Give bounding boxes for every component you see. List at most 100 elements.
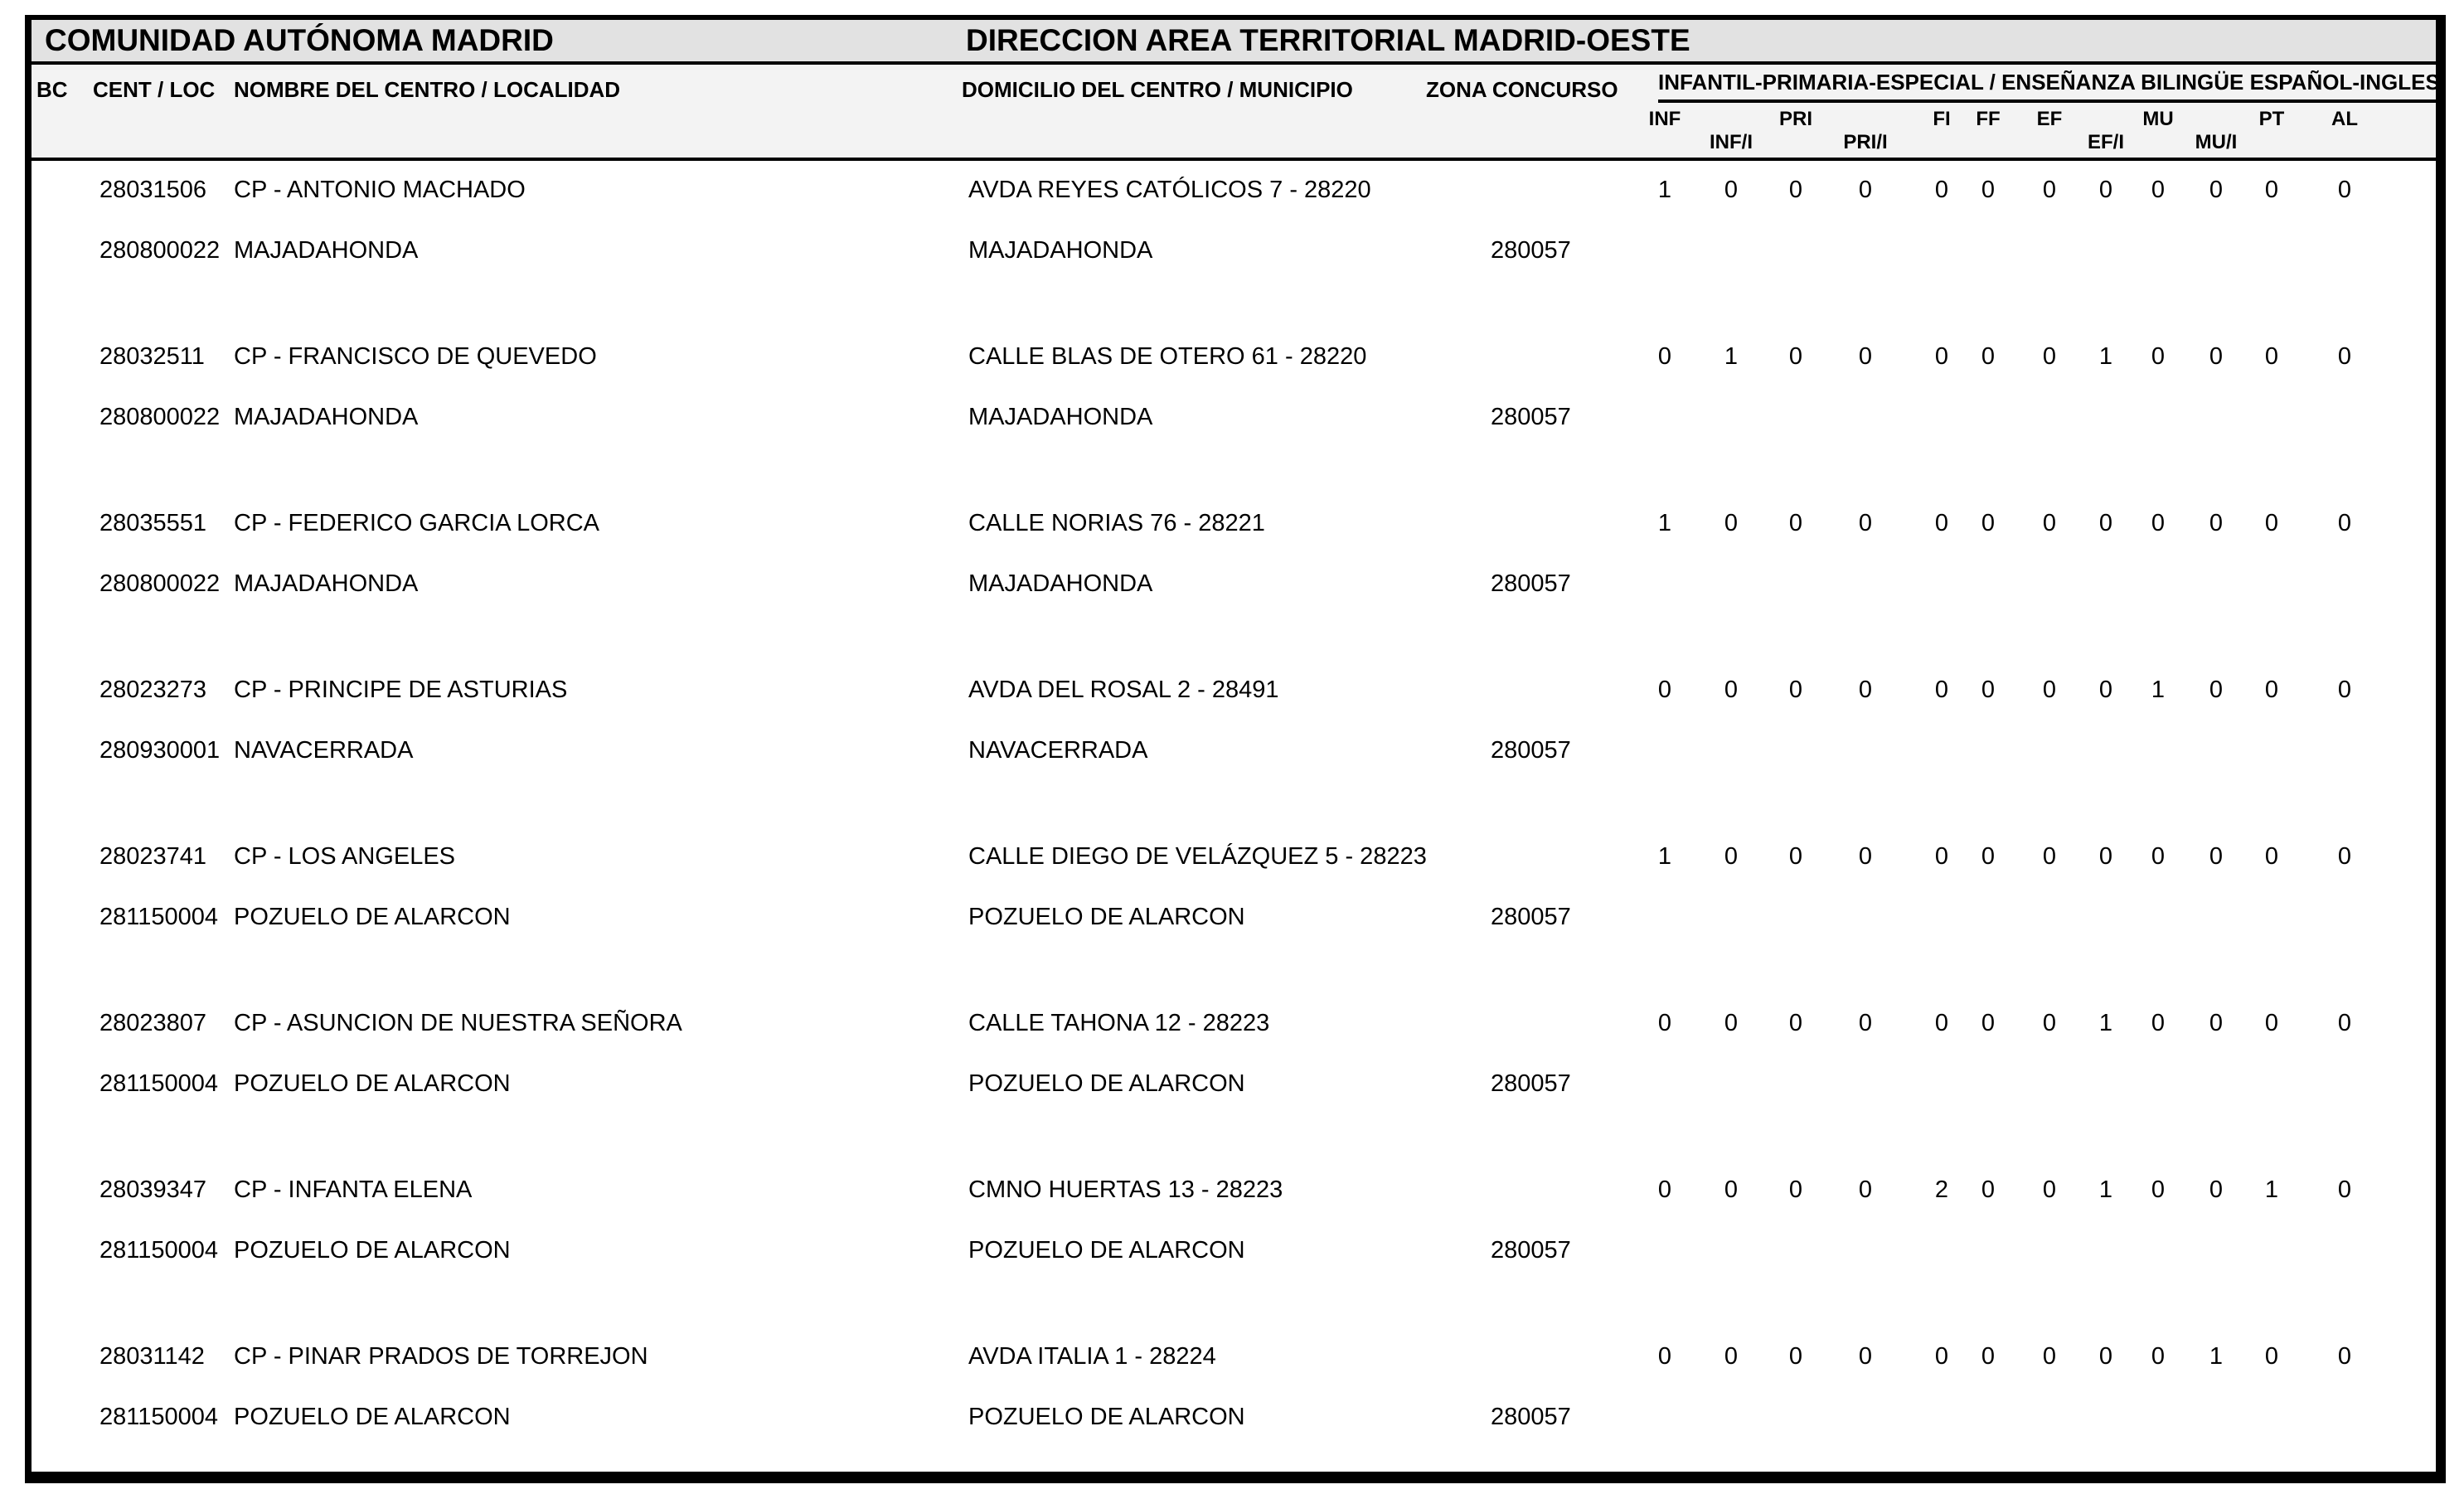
table-row: 28032511 CP - FRANCISCO DE QUEVEDO CALLE…: [32, 343, 2436, 510]
value-inf-i: 0: [1724, 843, 1739, 870]
center-name: CP - LOS ANGELES: [234, 843, 456, 870]
value-ef: 0: [2042, 510, 2057, 536]
locality-name: MAJADAHONDA: [234, 404, 419, 430]
value-ef-i: 0: [2098, 1343, 2113, 1370]
value-inf-i: 0: [1724, 1343, 1739, 1370]
value-mu: 0: [2151, 177, 2166, 203]
value-al: 0: [2337, 343, 2352, 370]
value-inf-i: 0: [1724, 510, 1739, 536]
value-fi: 0: [1934, 843, 1949, 870]
value-ff: 0: [1981, 843, 1996, 870]
value-pri: 0: [1788, 1010, 1803, 1036]
center-address: AVDA DEL ROSAL 2 - 28491: [968, 677, 1279, 703]
value-al: 0: [2337, 177, 2352, 203]
center-code: 28039347: [99, 1176, 207, 1203]
municipality-name: NAVACERRADA: [968, 737, 1148, 764]
col-header-ef-i: EF/I: [2087, 131, 2124, 153]
value-pri: 0: [1788, 1343, 1803, 1370]
municipality-name: POZUELO DE ALARCON: [968, 1237, 1245, 1264]
value-ff: 0: [1981, 510, 1996, 536]
value-ef-i: 0: [2098, 510, 2113, 536]
value-fi: 0: [1934, 1010, 1949, 1036]
value-pt: 0: [2264, 1010, 2279, 1036]
value-fi: 2: [1934, 1176, 1949, 1203]
value-inf-i: 1: [1724, 343, 1739, 370]
value-pt: 0: [2264, 177, 2279, 203]
col-header-mu-i: MU/I: [2195, 131, 2238, 153]
value-inf-i: 0: [1724, 177, 1739, 203]
value-pri-i: 0: [1858, 843, 1873, 870]
value-mu: 0: [2151, 343, 2166, 370]
value-pri: 0: [1788, 1176, 1803, 1203]
value-al: 0: [2337, 510, 2352, 536]
locality-code: 281150004: [99, 904, 219, 930]
value-mu-i: 0: [2209, 843, 2224, 870]
value-inf: 0: [1657, 677, 1672, 703]
center-address: CALLE BLAS DE OTERO 61 - 28220: [968, 343, 1367, 370]
locality-name: NAVACERRADA: [234, 737, 414, 764]
center-name: CP - INFANTA ELENA: [234, 1176, 473, 1203]
value-pt: 0: [2264, 1343, 2279, 1370]
locality-name: MAJADAHONDA: [234, 237, 419, 264]
value-pri-i: 0: [1858, 1343, 1873, 1370]
locality-code: 280800022: [99, 237, 221, 264]
title-band: COMUNIDAD AUTÓNOMA MADRID DIRECCION AREA…: [32, 20, 2436, 65]
center-name: CP - PRINCIPE DE ASTURIAS: [234, 677, 568, 703]
value-pri: 0: [1788, 510, 1803, 536]
col-header-zona-concurso: ZONA CONCURSO: [1426, 77, 1618, 102]
municipality-name: MAJADAHONDA: [968, 237, 1153, 264]
value-ff: 0: [1981, 177, 1996, 203]
value-inf: 0: [1657, 343, 1672, 370]
locality-code: 281150004: [99, 1237, 219, 1264]
value-al: 0: [2337, 1343, 2352, 1370]
table-row: 28023807 CP - ASUNCION DE NUESTRA SEÑORA…: [32, 1010, 2436, 1176]
value-ef-i: 0: [2098, 843, 2113, 870]
municipality-name: MAJADAHONDA: [968, 570, 1153, 597]
col-header-ff: FF: [1976, 108, 2001, 130]
value-fi: 0: [1934, 677, 1949, 703]
center-address: AVDA REYES CATÓLICOS 7 - 28220: [968, 177, 1371, 203]
locality-code: 280800022: [99, 404, 221, 430]
zona-concurso-value: 280057: [1491, 737, 1571, 764]
value-mu-i: 0: [2209, 343, 2224, 370]
value-mu-i: 1: [2209, 1343, 2224, 1370]
center-code: 28023807: [99, 1010, 207, 1036]
value-al: 0: [2337, 1010, 2352, 1036]
value-inf: 1: [1657, 843, 1672, 870]
value-pri: 0: [1788, 177, 1803, 203]
center-code: 28031506: [99, 177, 207, 203]
value-ef-i: 1: [2098, 343, 2113, 370]
value-mu: 0: [2151, 843, 2166, 870]
municipality-name: POZUELO DE ALARCON: [968, 1070, 1245, 1097]
col-header-inf: INF: [1648, 108, 1681, 130]
municipality-name: MAJADAHONDA: [968, 404, 1153, 430]
col-header-bc: BC: [36, 77, 68, 102]
value-ef: 0: [2042, 1343, 2057, 1370]
locality-code: 281150004: [99, 1070, 219, 1097]
value-ef-i: 0: [2098, 677, 2113, 703]
value-mu: 0: [2151, 1010, 2166, 1036]
center-code: 28023273: [99, 677, 207, 703]
locality-name: MAJADAHONDA: [234, 570, 419, 597]
value-pt: 0: [2264, 677, 2279, 703]
value-mu: 0: [2151, 510, 2166, 536]
value-mu: 1: [2151, 677, 2166, 703]
center-code: 28031142: [99, 1343, 205, 1370]
col-header-nombre: NOMBRE DEL CENTRO / LOCALIDAD: [234, 77, 621, 102]
value-pt: 0: [2264, 510, 2279, 536]
center-address: CALLE DIEGO DE VELÁZQUEZ 5 - 28223: [968, 843, 1427, 870]
value-pri: 0: [1788, 343, 1803, 370]
value-ef-i: 1: [2098, 1010, 2113, 1036]
value-ef: 0: [2042, 343, 2057, 370]
center-code: 28032511: [99, 343, 205, 370]
value-pri: 0: [1788, 843, 1803, 870]
center-address: AVDA ITALIA 1 - 28224: [968, 1343, 1216, 1370]
value-mu-i: 0: [2209, 1010, 2224, 1036]
table-body: 28031506 CP - ANTONIO MACHADO AVDA REYES…: [32, 161, 2436, 1472]
center-address: CALLE NORIAS 76 - 28221: [968, 510, 1265, 536]
col-header-inf-i: INF/I: [1710, 131, 1753, 153]
locality-name: POZUELO DE ALARCON: [234, 1237, 511, 1264]
locality-code: 280800022: [99, 570, 221, 597]
value-pri-i: 0: [1858, 677, 1873, 703]
table-row: 28039347 CP - INFANTA ELENA CMNO HUERTAS…: [32, 1176, 2436, 1343]
